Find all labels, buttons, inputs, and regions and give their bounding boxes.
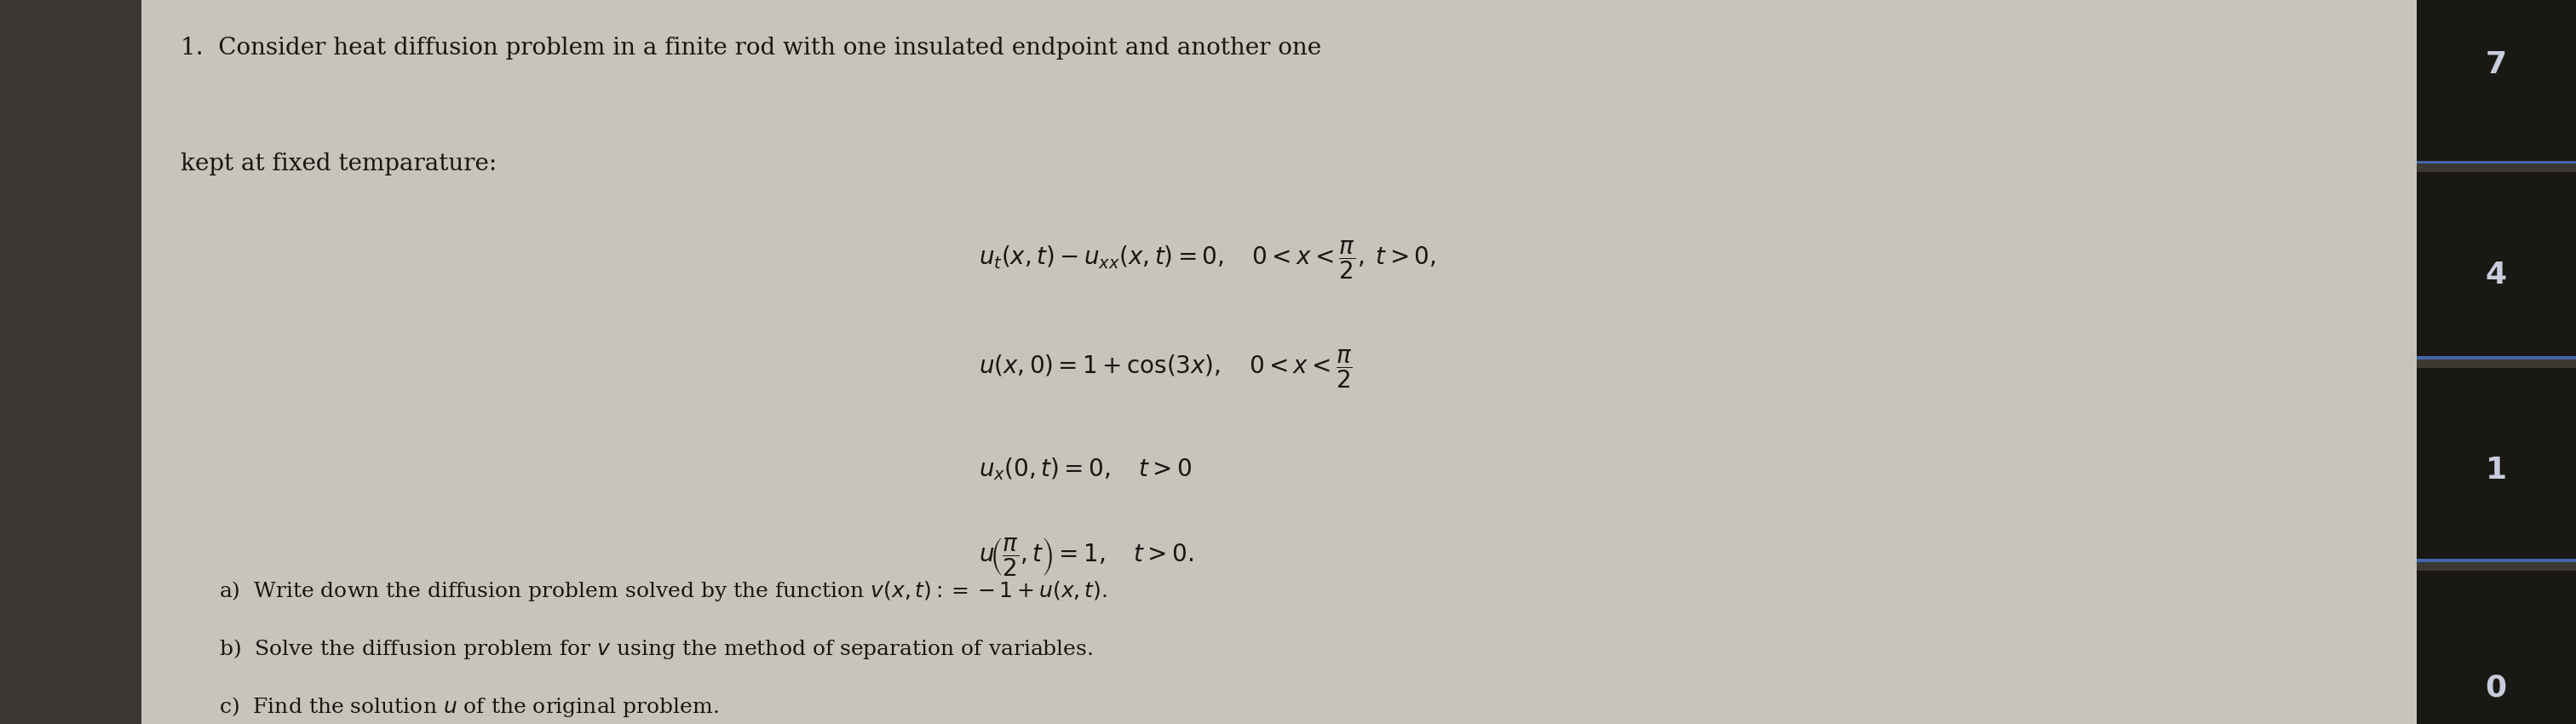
Text: 7: 7 [2486, 51, 2506, 80]
Text: kept at fixed temparature:: kept at fixed temparature: [180, 152, 497, 175]
Text: 0: 0 [2486, 673, 2506, 702]
Bar [2416, 356, 2576, 368]
Bar [2416, 559, 2576, 562]
Text: 4: 4 [2486, 261, 2506, 290]
Bar [2416, 559, 2576, 571]
Text: $u\!\left(\dfrac{\pi}{2},t\right) = 1, \quad t > 0.$: $u\!\left(\dfrac{\pi}{2},t\right) = 1, \… [979, 536, 1193, 578]
Text: c)  Find the solution $u$ of the original problem.: c) Find the solution $u$ of the original… [219, 695, 719, 719]
Text: $u_x(0,t) = 0, \quad t > 0$: $u_x(0,t) = 0, \quad t > 0$ [979, 456, 1193, 482]
Bar [2416, 356, 2576, 359]
Text: 1: 1 [2486, 456, 2506, 485]
Bar [0, 0, 142, 724]
Text: b)  Solve the diffusion problem for $v$ using the method of separation of variab: b) Solve the diffusion problem for $v$ u… [219, 637, 1092, 661]
Text: a)  Write down the diffusion problem solved by the function $v(x,t) := -1 + u(x,: a) Write down the diffusion problem solv… [219, 579, 1108, 603]
Bar [2416, 161, 2576, 164]
Bar [2416, 161, 2576, 172]
Text: $u(x,0) = 1 + \cos(3x), \quad 0 < x < \dfrac{\pi}{2}$: $u(x,0) = 1 + \cos(3x), \quad 0 < x < \d… [979, 348, 1352, 390]
Text: 1.  Consider heat diffusion problem in a finite rod with one insulated endpoint : 1. Consider heat diffusion problem in a … [180, 36, 1321, 59]
Bar [2416, 0, 2576, 724]
Text: $u_t(x,t) - u_{xx}(x,t) = 0, \quad 0 < x < \dfrac{\pi}{2},\; t > 0,$: $u_t(x,t) - u_{xx}(x,t) = 0, \quad 0 < x… [979, 239, 1435, 281]
